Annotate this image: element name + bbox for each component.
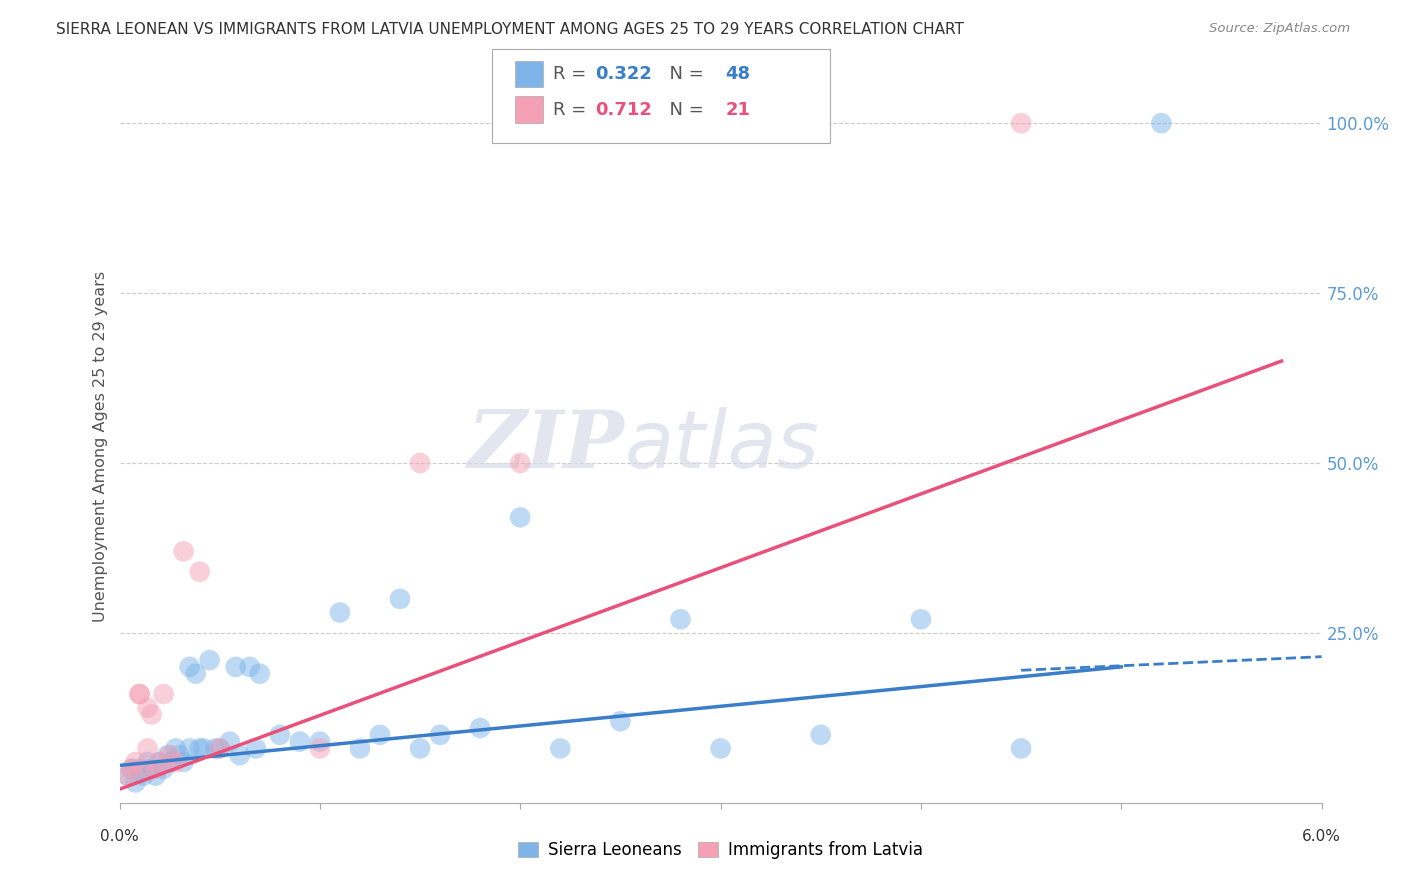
Point: [245, 741, 267, 756]
Point: [1010, 116, 1032, 130]
Point: [249, 666, 271, 681]
Point: [208, 741, 231, 756]
Point: [188, 565, 211, 579]
Text: ZIP: ZIP: [468, 408, 624, 484]
Point: [709, 741, 731, 756]
Point: [239, 660, 262, 674]
Point: [204, 741, 226, 756]
Point: [308, 734, 332, 748]
Point: [124, 755, 146, 769]
Point: [117, 769, 139, 783]
Point: [117, 769, 139, 783]
Point: [160, 755, 183, 769]
Point: [132, 769, 155, 783]
Point: [121, 762, 143, 776]
Point: [1150, 116, 1173, 130]
Point: [329, 606, 352, 620]
Point: [128, 687, 150, 701]
Point: [173, 755, 195, 769]
Point: [156, 748, 179, 763]
Point: [288, 734, 311, 748]
Point: [429, 728, 451, 742]
Point: [169, 748, 191, 763]
Point: [179, 660, 201, 674]
Point: [141, 707, 163, 722]
Text: R =: R =: [553, 101, 592, 119]
Point: [368, 728, 391, 742]
Text: 48: 48: [725, 65, 751, 83]
Point: [136, 755, 159, 769]
Point: [132, 762, 155, 776]
Point: [509, 456, 531, 470]
Point: [198, 653, 221, 667]
Legend: Sierra Leoneans, Immigrants from Latvia: Sierra Leoneans, Immigrants from Latvia: [512, 835, 929, 866]
Text: R =: R =: [553, 65, 592, 83]
Point: [208, 741, 231, 756]
Point: [145, 769, 167, 783]
Point: [308, 741, 332, 756]
Point: [810, 728, 832, 742]
Point: [193, 741, 215, 756]
Point: [149, 755, 172, 769]
Text: 0.322: 0.322: [595, 65, 651, 83]
Point: [269, 728, 291, 742]
Point: [124, 775, 146, 789]
Point: [225, 660, 247, 674]
Point: [509, 510, 531, 524]
Point: [218, 734, 240, 748]
Text: SIERRA LEONEAN VS IMMIGRANTS FROM LATVIA UNEMPLOYMENT AMONG AGES 25 TO 29 YEARS : SIERRA LEONEAN VS IMMIGRANTS FROM LATVIA…: [56, 22, 965, 37]
Point: [548, 741, 571, 756]
Point: [136, 741, 159, 756]
Point: [468, 721, 492, 735]
Point: [184, 666, 207, 681]
Point: [165, 755, 187, 769]
Point: [136, 700, 159, 714]
Text: 0.0%: 0.0%: [100, 830, 139, 844]
Point: [152, 687, 174, 701]
Point: [388, 591, 411, 606]
Point: [349, 741, 371, 756]
Point: [409, 741, 432, 756]
Point: [145, 762, 167, 776]
Text: Source: ZipAtlas.com: Source: ZipAtlas.com: [1209, 22, 1350, 36]
Point: [141, 762, 163, 776]
Point: [152, 762, 174, 776]
Point: [128, 762, 150, 776]
Point: [128, 687, 150, 701]
Point: [165, 741, 187, 756]
Point: [173, 544, 195, 558]
Text: N =: N =: [658, 101, 710, 119]
Point: [910, 612, 932, 626]
Point: [609, 714, 631, 729]
Y-axis label: Unemployment Among Ages 25 to 29 years: Unemployment Among Ages 25 to 29 years: [93, 270, 108, 622]
Point: [228, 748, 250, 763]
Text: N =: N =: [658, 65, 710, 83]
Point: [1010, 741, 1032, 756]
Point: [121, 762, 143, 776]
Point: [149, 755, 172, 769]
Point: [409, 456, 432, 470]
Text: 0.712: 0.712: [595, 101, 651, 119]
Point: [669, 612, 692, 626]
Text: 21: 21: [725, 101, 751, 119]
Point: [179, 741, 201, 756]
Text: atlas: atlas: [624, 407, 820, 485]
Point: [159, 748, 181, 763]
Text: 6.0%: 6.0%: [1302, 830, 1341, 844]
Point: [188, 741, 211, 756]
